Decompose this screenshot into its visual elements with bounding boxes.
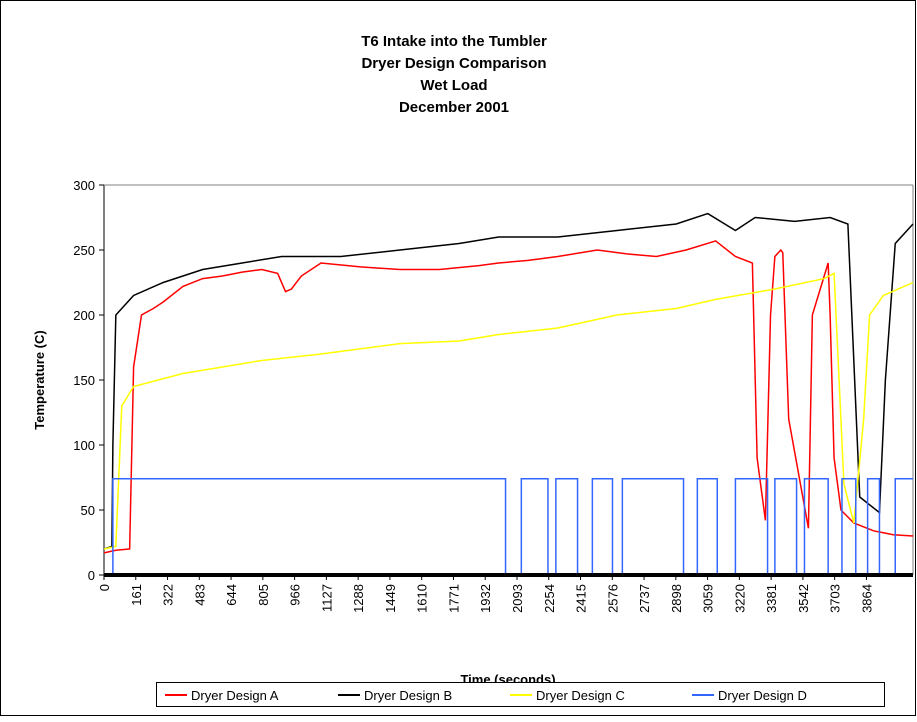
x-tick-label: 966	[288, 584, 303, 606]
legend-label: Dryer Design A	[191, 688, 279, 703]
legend-label: Dryer Design C	[536, 688, 625, 703]
x-tick-label: 3864	[859, 584, 874, 613]
y-tick-label: 250	[73, 243, 95, 258]
x-tick-label: 3220	[732, 584, 747, 613]
x-tick-label: 2737	[637, 584, 652, 613]
series-line	[103, 272, 914, 550]
x-tick-label: 1449	[383, 584, 398, 613]
x-tick-label: 2576	[605, 584, 620, 613]
x-tick-label: 3381	[764, 584, 779, 613]
x-tick-label: 2898	[669, 584, 684, 613]
x-tick-label: 3059	[701, 584, 716, 613]
y-tick-label: 150	[73, 373, 95, 388]
chart-title: December 2001	[399, 99, 509, 116]
x-tick-label: 1288	[351, 584, 366, 613]
y-tick-label: 300	[73, 178, 95, 193]
chart-title: T6 Intake into the Tumbler	[361, 33, 547, 50]
y-tick-label: 0	[88, 568, 95, 583]
y-tick-label: 100	[73, 438, 95, 453]
legend-label: Dryer Design B	[364, 688, 452, 703]
x-tick-label: 1932	[478, 584, 493, 613]
chart-title: Wet Load	[420, 77, 487, 94]
x-tick-label: 322	[161, 584, 176, 606]
series-line	[104, 478, 913, 576]
x-tick-label: 483	[192, 584, 207, 606]
legend-box	[156, 682, 885, 707]
series-line	[103, 212, 914, 550]
x-tick-label: 0	[97, 584, 112, 591]
series-line	[103, 240, 914, 554]
y-tick-label: 50	[81, 503, 95, 518]
x-tick-label: 3703	[828, 584, 843, 613]
x-tick-label: 2254	[542, 584, 557, 613]
x-tick-label: 2093	[510, 584, 525, 613]
x-tick-label: 2415	[574, 584, 589, 613]
y-axis-label: Temperature (C)	[32, 330, 47, 429]
chart-title: Dryer Design Comparison	[361, 55, 546, 72]
x-tick-label: 161	[129, 584, 144, 606]
x-tick-label: 644	[224, 584, 239, 606]
x-tick-label: 1771	[446, 584, 461, 613]
y-tick-label: 200	[73, 308, 95, 323]
x-tick-label: 1127	[319, 584, 334, 612]
x-tick-label: 805	[256, 584, 271, 606]
x-tick-label: 3542	[796, 584, 811, 613]
legend-label: Dryer Design D	[718, 688, 807, 703]
x-tick-label: 1610	[415, 584, 430, 613]
